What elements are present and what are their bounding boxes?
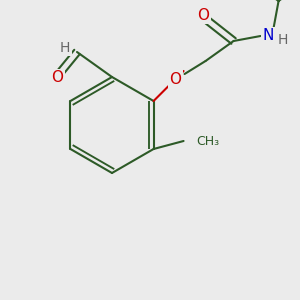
Text: O: O — [198, 8, 210, 22]
Text: CH₃: CH₃ — [196, 134, 220, 148]
Text: H: H — [278, 33, 288, 47]
Text: O: O — [169, 71, 181, 86]
Text: N: N — [263, 28, 274, 44]
Text: H: H — [60, 41, 70, 55]
Text: O: O — [51, 70, 63, 86]
